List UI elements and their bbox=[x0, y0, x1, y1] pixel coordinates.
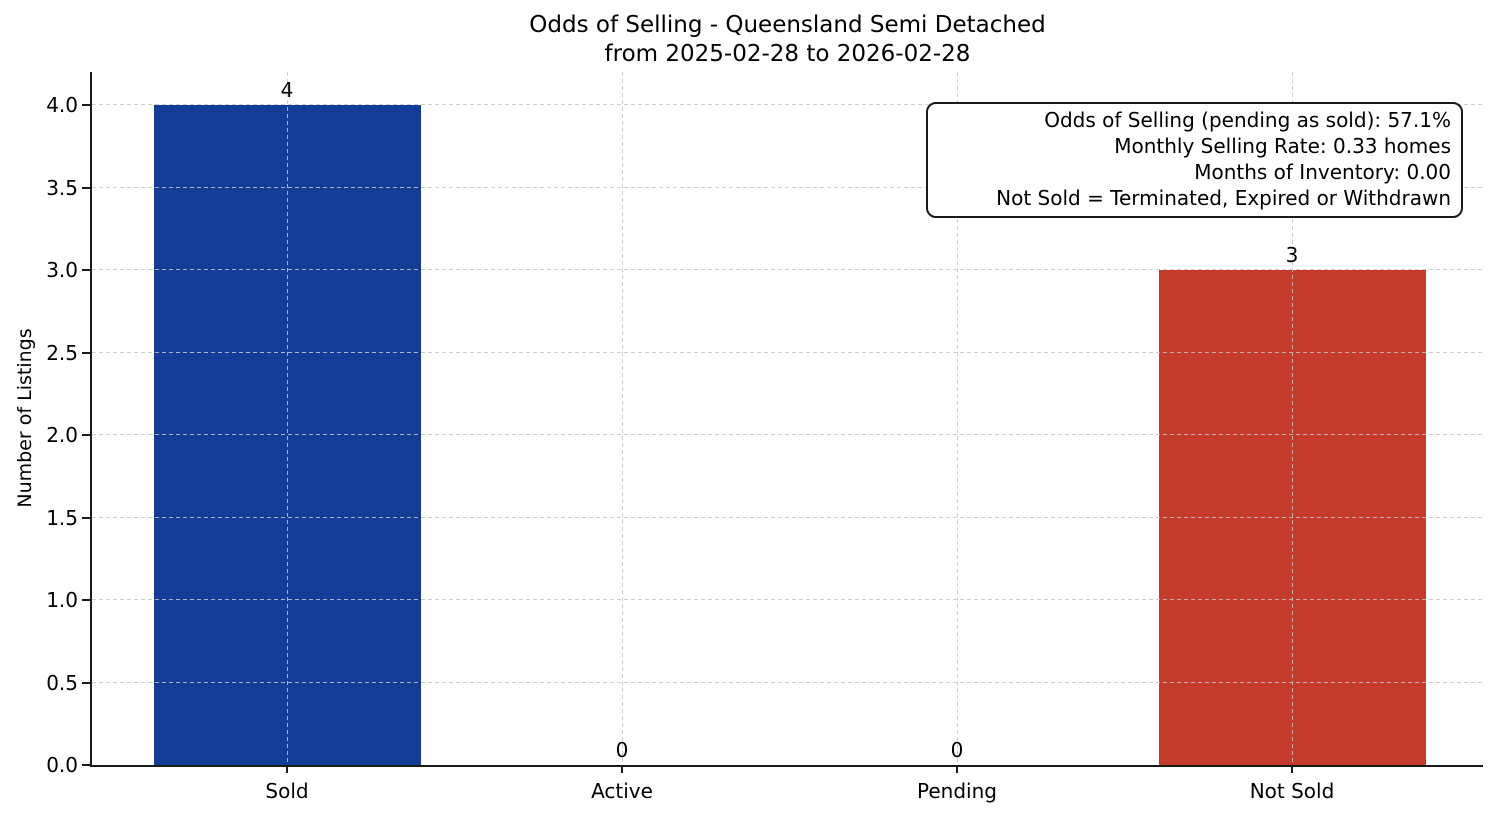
y-axis-tick bbox=[82, 434, 90, 436]
chart-title: Odds of Selling - Queensland Semi Detach… bbox=[529, 12, 1046, 38]
annotation-line-monthly-rate: Monthly Selling Rate: 0.33 homes bbox=[1114, 134, 1451, 158]
y-tick-label: 3.0 bbox=[46, 258, 78, 282]
x-axis-tick bbox=[286, 765, 288, 773]
h-gridline bbox=[92, 269, 1483, 270]
v-gridline bbox=[622, 72, 623, 765]
annotation-line-odds: Odds of Selling (pending as sold): 57.1% bbox=[1044, 108, 1451, 132]
h-gridline bbox=[92, 104, 1483, 105]
v-gridline bbox=[957, 72, 958, 765]
h-gridline bbox=[92, 517, 1483, 518]
y-tick-label: 1.0 bbox=[46, 588, 78, 612]
h-gridline bbox=[92, 352, 1483, 353]
h-gridline bbox=[92, 599, 1483, 600]
value-label-active: 0 bbox=[615, 738, 629, 762]
y-axis-tick bbox=[82, 599, 90, 601]
value-label-pending: 0 bbox=[950, 738, 964, 762]
value-label-not-sold: 3 bbox=[1285, 243, 1299, 267]
v-gridline bbox=[287, 72, 288, 765]
v-gridline bbox=[1292, 72, 1293, 765]
y-axis-tick bbox=[82, 187, 90, 189]
annotation-line-not-sold-def: Not Sold = Terminated, Expired or Withdr… bbox=[996, 186, 1451, 210]
value-label-sold: 4 bbox=[280, 78, 294, 102]
y-tick-label: 0.5 bbox=[46, 671, 78, 695]
x-tick-label-sold: Sold bbox=[265, 779, 309, 803]
plot-area: 0.0 0.5 1.0 1.5 2.0 2.5 3.0 3.5 4.0 Sold 4 Active 0 P… bbox=[46, 72, 1483, 803]
x-tick-label-active: Active bbox=[591, 779, 653, 803]
annotation-box: Odds of Selling (pending as sold): 57.1%… bbox=[926, 102, 1463, 218]
x-axis-tick bbox=[1291, 765, 1293, 773]
y-axis-tick bbox=[82, 104, 90, 106]
chart-subtitle: from 2025-02-28 to 2026-02-28 bbox=[604, 41, 971, 67]
y-axis-tick bbox=[82, 764, 90, 766]
y-axis-tick bbox=[82, 682, 90, 684]
h-gridline bbox=[92, 434, 1483, 435]
y-axis-tick bbox=[82, 517, 90, 519]
y-tick-label: 0.0 bbox=[46, 753, 78, 777]
x-axis-tick bbox=[956, 765, 958, 773]
y-tick-label: 1.5 bbox=[46, 506, 78, 530]
h-gridline bbox=[92, 682, 1483, 683]
y-axis-tick bbox=[82, 269, 90, 271]
y-axis-tick bbox=[82, 352, 90, 354]
x-axis-tick bbox=[621, 765, 623, 773]
y-tick-label: 3.5 bbox=[46, 176, 78, 200]
annotation-line-inventory: Months of Inventory: 0.00 bbox=[1194, 160, 1451, 184]
x-tick-label-pending: Pending bbox=[917, 779, 997, 803]
y-tick-label: 4.0 bbox=[46, 93, 78, 117]
x-tick-label-not-sold: Not Sold bbox=[1249, 779, 1335, 803]
h-gridline bbox=[92, 187, 1483, 188]
y-tick-label: 2.5 bbox=[46, 341, 78, 365]
y-tick-label: 2.0 bbox=[46, 423, 78, 447]
